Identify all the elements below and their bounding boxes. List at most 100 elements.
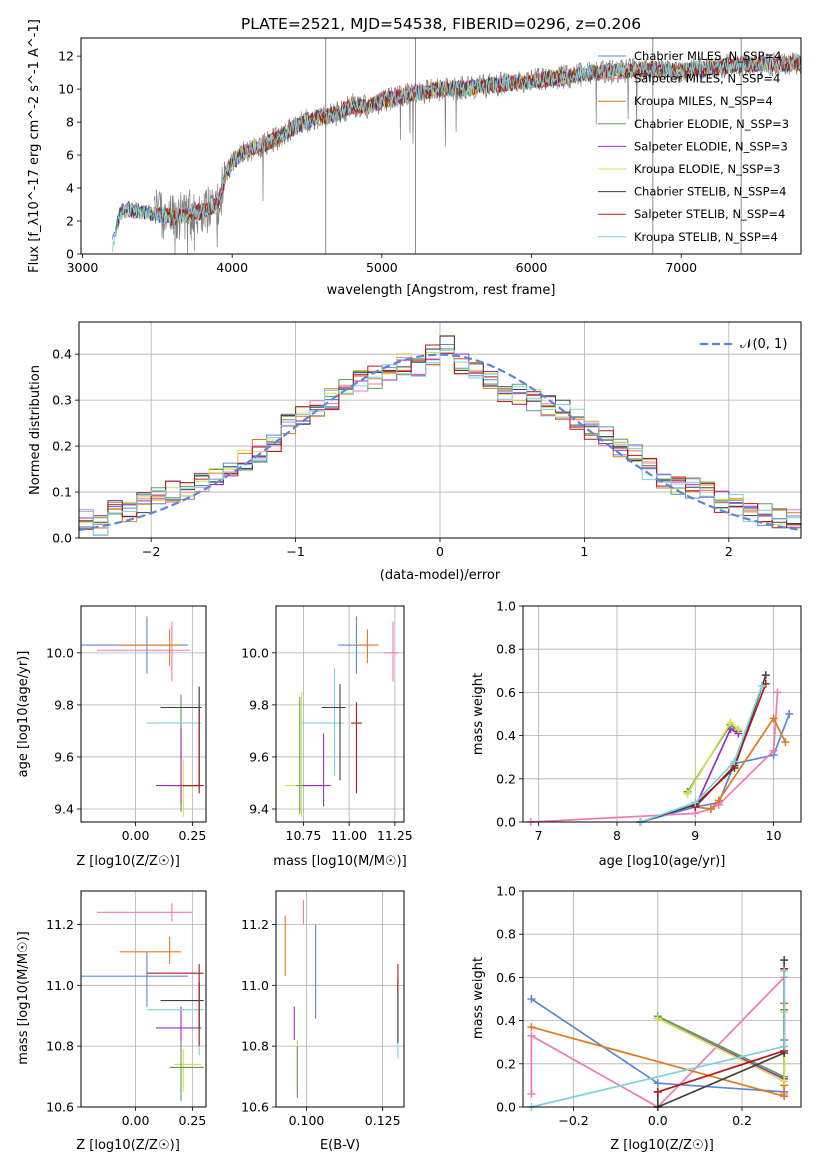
age-weight-plus-marker — [781, 738, 790, 747]
mass-age-xlabel: mass [log10(M/M☉)] — [273, 854, 406, 869]
residual-ytick-label: 0.1 — [52, 485, 72, 500]
z-weight-plus-marker — [527, 1090, 536, 1099]
age-weight-xtick-label: 10 — [766, 828, 782, 843]
residual-xtick-label: 1 — [580, 544, 588, 559]
ebv-vs-mass-panel: 0.100 0.125 10.6 10.8 11.0 11.2 — [241, 890, 405, 1128]
legend-label: Kroupa STELIB, N_SSP=4 — [634, 230, 778, 244]
gaussian-reference-curve — [78, 353, 802, 531]
z-vs-mass-panel: 0.00 0.25 10.6 10.8 11.0 11.2 — [46, 890, 207, 1128]
z-age-ytick-label: 9.4 — [54, 801, 74, 816]
z-weight-xtick-label: 0.0 — [648, 1113, 668, 1128]
z-weight-xtick-label: −0.2 — [558, 1113, 588, 1128]
spectrum-axes-frame — [80, 37, 802, 255]
spectrum-ytick-label: 12 — [58, 49, 74, 64]
legend-label: Kroupa MILES, N_SSP=4 — [634, 94, 773, 108]
z-mass-ylabel: mass [log10(M/M☉)] — [16, 931, 31, 1064]
ebv-mass-xtick-label: 0.125 — [365, 1113, 401, 1128]
z-vs-age-panel: 0.00 0.25 9.4 9.6 9.8 10.0 — [46, 605, 207, 843]
residual-ytick-label: 0.3 — [52, 393, 72, 408]
z-weight-plus-marker — [780, 966, 789, 975]
residual-ytick-label: 0.2 — [52, 439, 72, 454]
z-weight-ytick-label: 1.0 — [496, 884, 516, 899]
spectrum-ytick-label: 0 — [66, 247, 74, 262]
mass-age-ytick-label: 9.4 — [249, 801, 269, 816]
ebv-mass-ytick-label: 10.6 — [241, 1100, 269, 1115]
z-mass-xtick-label: 0.00 — [122, 1113, 150, 1128]
age-weight-series-line — [640, 685, 763, 823]
age-weight-plus-marker — [761, 671, 770, 680]
z-age-frame — [80, 605, 207, 823]
age-weight-plus-marker — [769, 746, 778, 755]
residual-xtick-label: 2 — [725, 544, 733, 559]
z-weight-ylabel: mass weight — [471, 957, 486, 1039]
age-weight-ytick-label: 1.0 — [496, 599, 516, 614]
residual-histogram-step — [79, 335, 801, 530]
spectrum-xtick-label: 7000 — [665, 260, 697, 275]
spectrum-ytick-label: 10 — [58, 82, 74, 97]
model-spectrum-line — [113, 55, 802, 235]
legend-label: Chabrier MILES, N_SSP=4 — [634, 49, 781, 63]
residual-xtick-label: −1 — [286, 544, 304, 559]
residual-histogram-step — [79, 349, 801, 536]
spectrum-title: PLATE=2521, MJD=54538, FIBERID=0296, z=0… — [241, 15, 641, 33]
z-age-xtick-label: 0.25 — [178, 828, 206, 843]
ebv-mass-ytick-label: 10.8 — [241, 1039, 269, 1054]
ebv-mass-ytick-label: 11.2 — [241, 917, 269, 932]
mass-vs-age-panel: 10.75 11.00 11.25 9.4 9.6 9.8 10.0 — [241, 605, 413, 843]
ebv-mass-frame — [275, 890, 405, 1108]
residual-ytick-label: 0.0 — [52, 531, 72, 546]
spectrum-legend: Chabrier MILES, N_SSP=4 Salpeter MILES, N… — [598, 49, 789, 244]
legend-label: Salpeter ELODIE, N_SSP=3 — [634, 139, 788, 153]
age-weight-plus-marker — [726, 718, 735, 727]
spectrum-panel: 3000 4000 5000 6000 7000 0 2 4 6 8 10 12 PLATE=2521… — [27, 15, 802, 298]
age-weight-xlabel: age [log10(age/yr)] — [599, 854, 726, 869]
age-weight-series-line — [640, 674, 767, 823]
z-mass-ytick-label: 11.0 — [46, 978, 74, 993]
age-weight-series-line — [640, 713, 791, 823]
spectrum-ytick-label: 6 — [66, 148, 74, 163]
z-weight-ytick-label: 0.4 — [496, 1013, 516, 1028]
age-weight-series-line — [530, 692, 779, 823]
z-weight-plus-marker — [780, 956, 789, 965]
age-weight-xtick-label: 7 — [535, 828, 543, 843]
age-weight-plus-marker — [734, 725, 743, 734]
spectrum-ytick-label: 4 — [66, 181, 74, 196]
z-mass-xlabel: Z [log10(Z/Z☉)] — [76, 1138, 180, 1153]
age-weight-plus-marker — [683, 789, 692, 798]
mass-age-xtick-label: 11.25 — [377, 828, 413, 843]
z-weight-plus-marker — [653, 1079, 662, 1088]
z-mass-weight-panel: −0.2 0.0 0.2 0.0 0.2 0.4 0.6 0.8 1.0 — [496, 884, 802, 1128]
spectrum-xtick-label: 3000 — [67, 260, 99, 275]
spectrum-xtick-label: 6000 — [516, 260, 548, 275]
legend-label: Salpeter STELIB, N_SSP=4 — [634, 207, 785, 221]
z-mass-xtick-label: 0.25 — [178, 1113, 206, 1128]
age-weight-ytick-label: 0.4 — [496, 728, 516, 743]
ebv-mass-ytick-label: 11.0 — [241, 978, 269, 993]
z-age-ylabel: age [log10(age/yr)] — [16, 651, 31, 778]
legend-label: Chabrier STELIB, N_SSP=4 — [634, 185, 786, 199]
model-spectrum-line — [112, 53, 801, 253]
z-mass-ytick-label: 10.6 — [46, 1100, 74, 1115]
z-weight-ytick-label: 0.0 — [496, 1100, 516, 1115]
residual-xtick-label: −2 — [142, 544, 160, 559]
z-weight-plus-marker — [653, 1014, 662, 1023]
legend-label: Chabrier ELODIE, N_SSP=3 — [634, 117, 789, 131]
z-mass-ytick-label: 11.2 — [46, 917, 74, 932]
residual-ytick-label: 0.4 — [52, 347, 72, 362]
spectrum-xlabel: wavelength [Angstrom, rest frame] — [327, 283, 556, 298]
z-weight-frame — [522, 890, 802, 1108]
z-mass-ytick-label: 10.8 — [46, 1039, 74, 1054]
mass-age-ytick-label: 9.6 — [249, 749, 269, 764]
age-weight-plus-marker — [769, 714, 778, 723]
z-weight-plus-marker — [527, 1023, 536, 1032]
z-age-ytick-label: 9.6 — [54, 749, 74, 764]
residual-xtick-label: 0 — [436, 544, 444, 559]
age-weight-xtick-label: 9 — [691, 828, 699, 843]
age-weight-plus-marker — [773, 688, 782, 697]
z-age-xtick-label: 0.00 — [122, 828, 150, 843]
z-weight-plus-marker — [527, 995, 536, 1003]
z-weight-xtick-label: 0.2 — [732, 1113, 752, 1128]
gaussian-legend-label: 𝒩(0, 1) — [740, 337, 787, 352]
spectrum-xtick-label: 5000 — [366, 260, 398, 275]
age-weight-plus-marker — [706, 805, 715, 814]
